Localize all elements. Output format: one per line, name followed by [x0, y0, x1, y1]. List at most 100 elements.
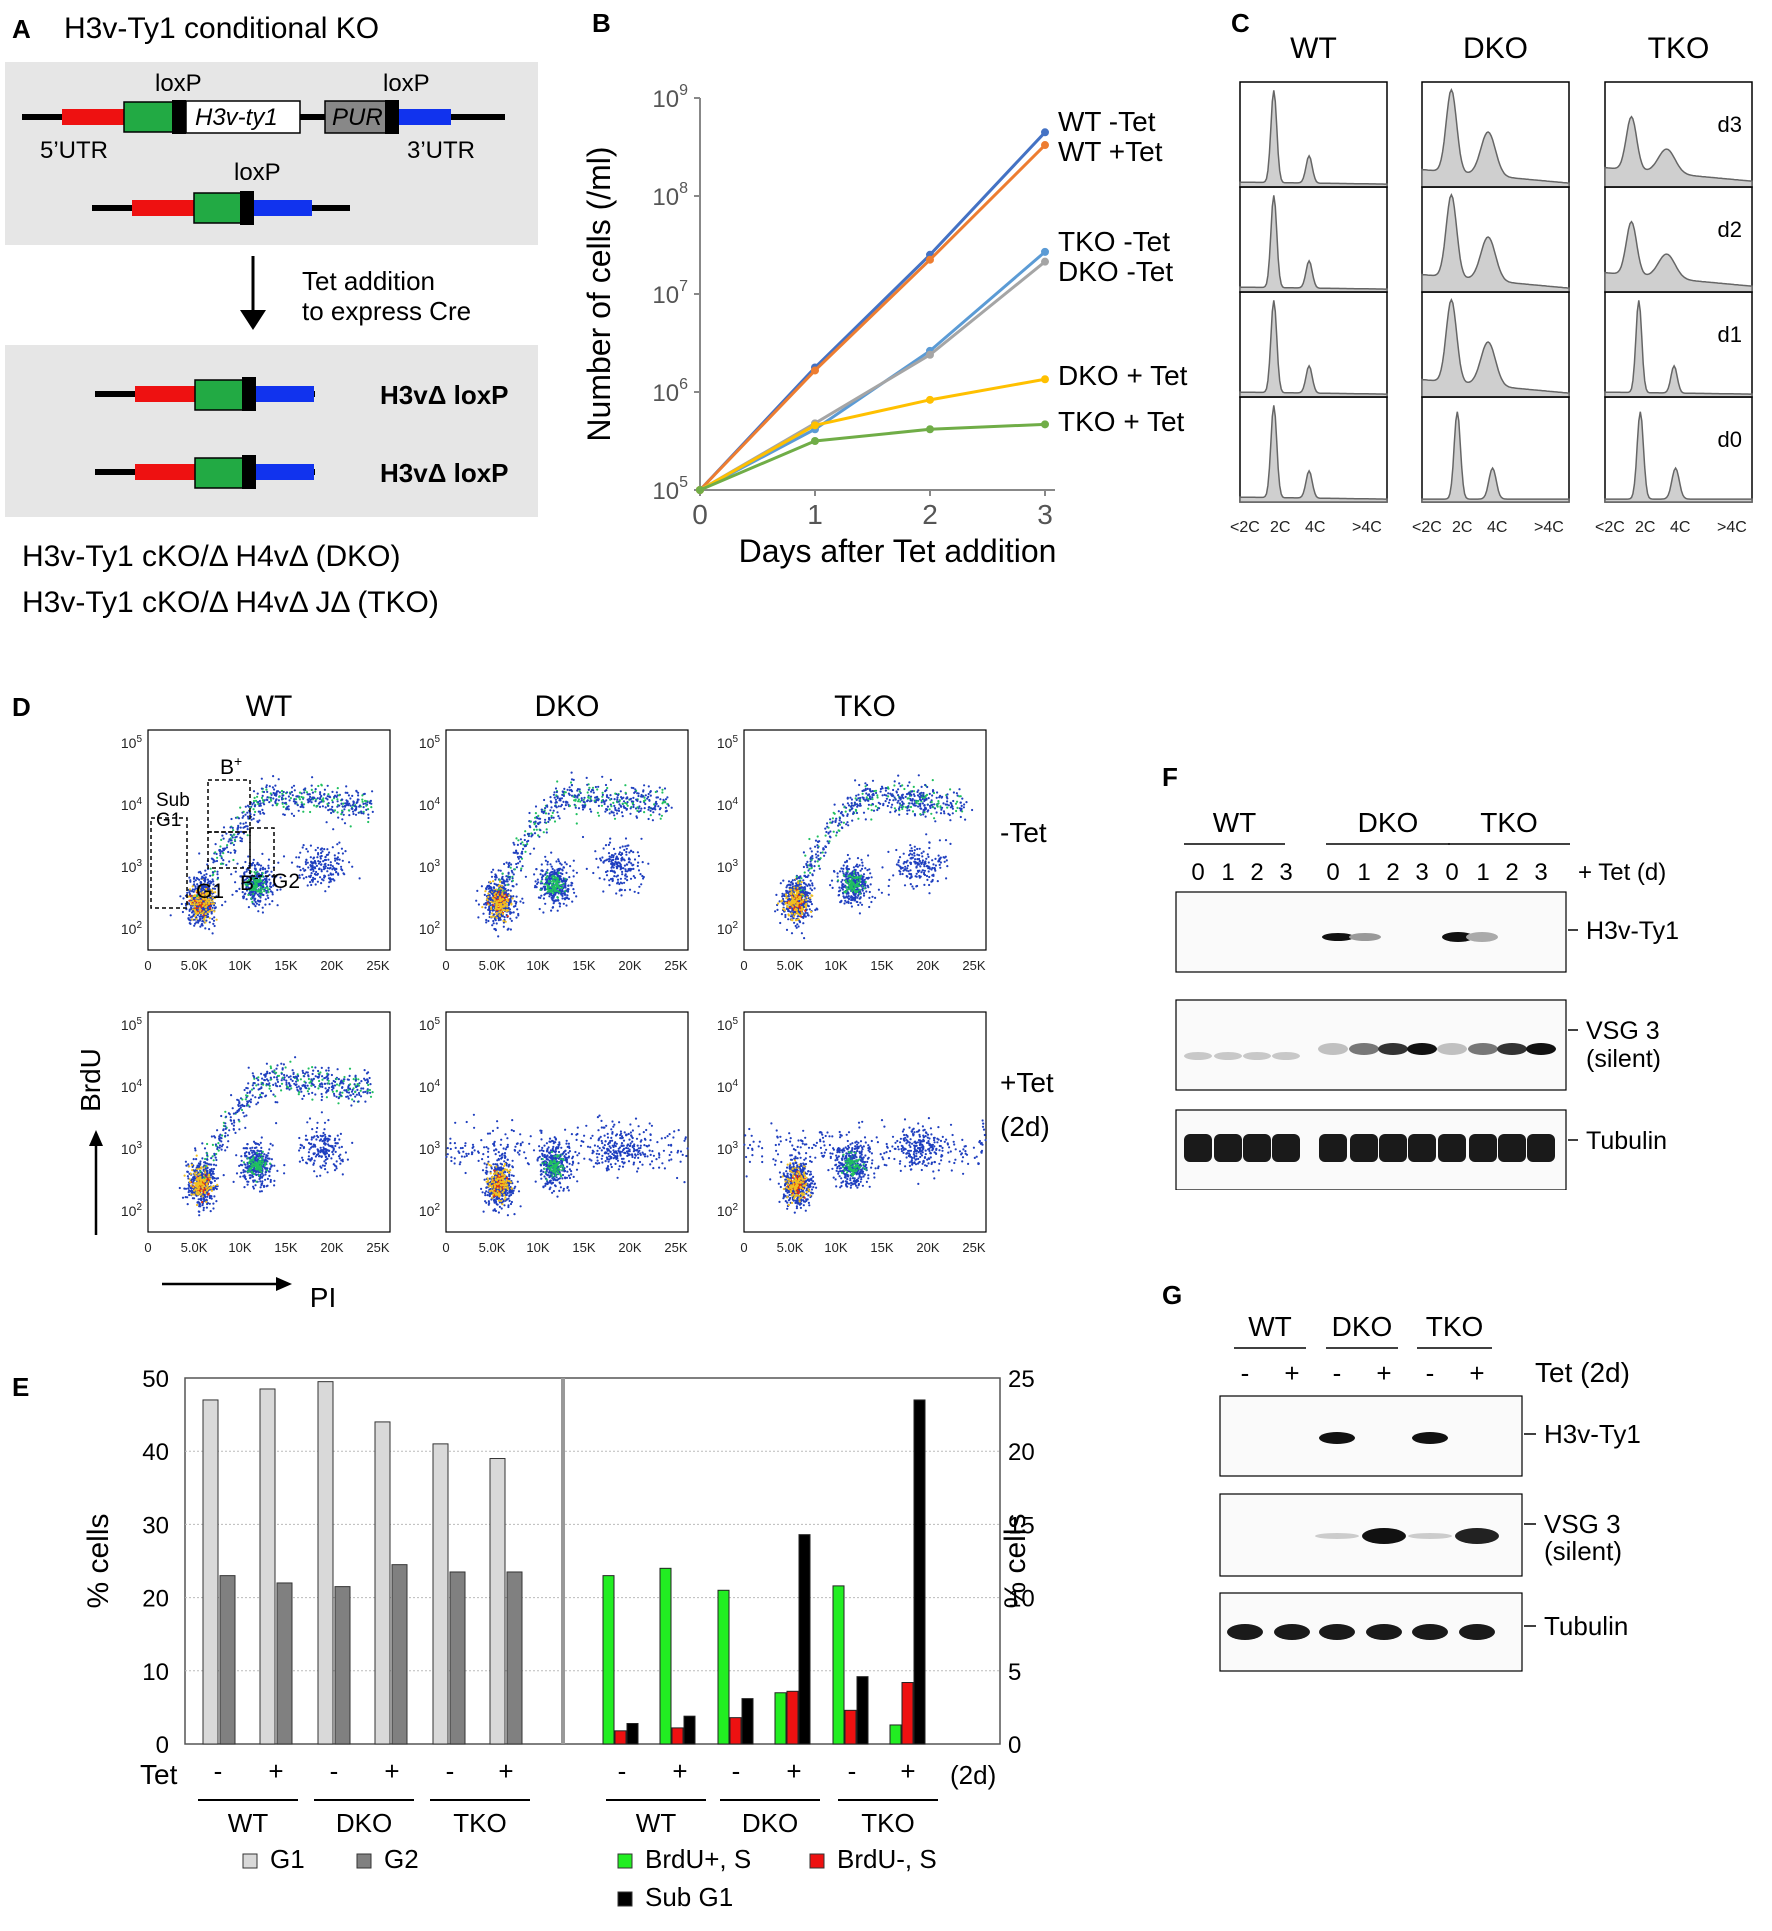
band-tubulin [1469, 1134, 1497, 1162]
bar-series [786, 1690, 799, 1745]
band-h3v [1319, 1432, 1355, 1444]
y-tick-label: 105 [717, 1016, 739, 1033]
y-tick-label: 102 [717, 1202, 739, 1219]
band-tubulin [1379, 1134, 1407, 1162]
row-label: -Tet [1000, 817, 1047, 848]
right-y-tick: 0 [1008, 1732, 1021, 1759]
y-tick-label: 103 [121, 1140, 143, 1157]
column-header: TKO [834, 690, 896, 723]
genotype-dko: H3v-Ty1 cKO/Δ H4vΔ (DKO) [22, 540, 401, 573]
band-tubulin [1319, 1134, 1347, 1162]
bar-series [659, 1567, 672, 1745]
group-label: TKO [453, 1808, 506, 1838]
band-tubulin [1274, 1624, 1310, 1640]
x-tick-label: 20K [916, 958, 939, 973]
group-label: DKO [336, 1808, 392, 1838]
band-vsg [1497, 1043, 1527, 1055]
band-tubulin [1319, 1624, 1355, 1640]
bar-g2 [219, 1575, 236, 1745]
bar-g1 [202, 1399, 219, 1745]
series-label: TKO + Tet [1058, 406, 1185, 437]
x-tick-label: 15K [274, 1240, 297, 1255]
tet-sign: - [1333, 1358, 1342, 1388]
band-vsg [1184, 1052, 1212, 1060]
group-label: TKO [1480, 807, 1538, 838]
bar-series [856, 1676, 869, 1745]
band-tubulin [1438, 1134, 1466, 1162]
bar-g1 [374, 1421, 391, 1745]
dot-plot-frame [147, 729, 391, 951]
h3v-gene-box [185, 100, 301, 134]
band-label: H3v-Ty1 [1586, 917, 1679, 945]
data-point [1041, 375, 1049, 384]
dot-plot-frame [445, 729, 689, 951]
utr3-label: 3’UTR [407, 137, 475, 164]
x-tick-label: 20K [916, 1240, 939, 1255]
x-tick-label: 5.0K [479, 958, 506, 973]
band-vsg [1455, 1528, 1499, 1544]
band-label: H3v-Ty1 [1544, 1419, 1641, 1449]
tet-sign: - [1241, 1358, 1250, 1388]
dna-content-label: 4C [1670, 519, 1690, 536]
lane-label: 2 [1250, 859, 1263, 886]
dna-content-label: >4C [1352, 519, 1382, 536]
legend-swatch [356, 1853, 372, 1869]
band-tubulin [1408, 1134, 1436, 1162]
bar-series [729, 1717, 742, 1745]
dna-histogram [1239, 90, 1388, 188]
dna-content-label: >4C [1534, 519, 1564, 536]
dna-histogram [1604, 300, 1753, 398]
tet-sign: + [1376, 1358, 1391, 1388]
bar-series [774, 1692, 787, 1745]
data-point [926, 350, 934, 359]
band-tubulin [1214, 1134, 1242, 1162]
x-tick-label: 15K [274, 958, 297, 973]
band-vsg [1408, 1533, 1452, 1539]
band-label: VSG 3 [1586, 1017, 1660, 1045]
band-h3v [1322, 933, 1354, 941]
dna-histogram [1421, 298, 1570, 398]
bar-series [683, 1715, 696, 1745]
x-axis-label: Days after Tet addition [739, 533, 1057, 569]
band-h3v [1412, 1432, 1448, 1444]
band-tubulin [1243, 1134, 1271, 1162]
y-tick-label: 109 [652, 82, 688, 113]
group-label: DKO [1332, 1311, 1393, 1342]
x-tick-label: 5.0K [181, 958, 208, 973]
band-tubulin [1227, 1624, 1263, 1640]
bar-series [741, 1698, 754, 1745]
band-vsg [1214, 1052, 1242, 1060]
left-y-tick: 40 [142, 1439, 169, 1466]
allele-label-2: H3vΔ loxP [380, 458, 509, 488]
data-point [811, 437, 819, 445]
x-tick-label: 25K [366, 1240, 389, 1255]
plot-frame [184, 1377, 1001, 1745]
series-label: DKO + Tet [1058, 360, 1188, 391]
panel-label-d: D [12, 692, 31, 722]
x-axis-label: PI [310, 1282, 336, 1313]
dot-plot-frame [147, 1011, 391, 1233]
bar-g2 [334, 1586, 351, 1745]
legend-swatch [617, 1853, 633, 1869]
x-tick-label: 25K [664, 1240, 687, 1255]
tet-sign: - [618, 1756, 627, 1786]
x-tick-label: 25K [962, 958, 985, 973]
x-tick-label: 10K [228, 958, 251, 973]
legend-label: G1 [270, 1844, 305, 1874]
x-tick-label: 1 [807, 499, 823, 530]
y-tick-label: 105 [419, 1016, 441, 1033]
band-tubulin [1184, 1134, 1212, 1162]
y-tick-label: 104 [717, 1078, 739, 1095]
band-tubulin [1498, 1134, 1526, 1162]
band-vsg [1243, 1052, 1271, 1060]
x-tick-label: 20K [320, 958, 343, 973]
x-tick-label: 10K [824, 1240, 847, 1255]
band-label: Tubulin [1544, 1611, 1628, 1641]
bar-g1 [432, 1443, 449, 1745]
column-header: WT [1290, 32, 1337, 65]
band-label: (silent) [1544, 1536, 1622, 1566]
band-tubulin [1272, 1134, 1300, 1162]
group-label: WT [228, 1808, 269, 1838]
y-tick-label: 102 [419, 1202, 441, 1219]
